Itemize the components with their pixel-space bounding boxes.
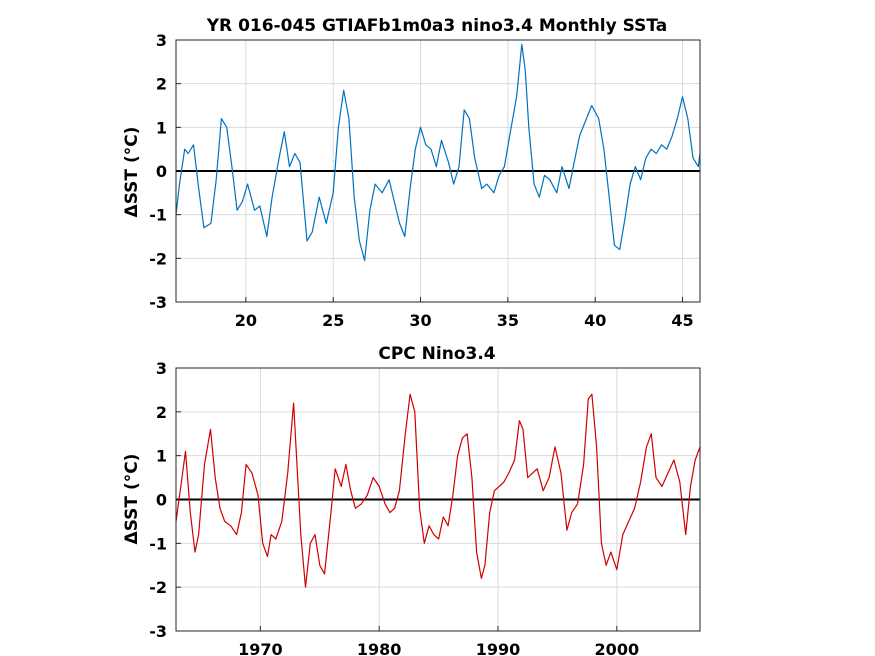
x-tick-labels: 1970 1980 1990 2000 — [238, 640, 639, 656]
y-tick-labels: -3 -2 -1 0 1 2 3 — [149, 31, 167, 312]
x-tick-label: 40 — [584, 311, 606, 330]
plot-frame — [175, 367, 701, 632]
y-tick-label: 0 — [156, 491, 167, 510]
y-tick-label: -2 — [149, 578, 167, 597]
y-tick-labels: -3 -2 -1 0 1 2 3 — [149, 359, 167, 641]
y-tick-label: 1 — [156, 447, 167, 466]
x-tick-label: 1990 — [476, 640, 521, 656]
x-tick-label: 30 — [409, 311, 431, 330]
x-tick-label: 2000 — [595, 640, 640, 656]
x-tick-label: 25 — [322, 311, 344, 330]
chart-title: YR 016-045 GTIAFb1m0a3 nino3.4 Monthly S… — [206, 16, 667, 36]
y-tick-label: -3 — [149, 293, 167, 312]
y-tick-label: 3 — [156, 359, 167, 378]
series-layer — [175, 43, 701, 262]
x-tick-labels: 20 25 30 35 40 45 — [235, 311, 694, 330]
series-line — [175, 393, 701, 588]
y-axis-label: ΔSST (°C) — [122, 454, 142, 545]
x-tick-label: 1980 — [357, 640, 402, 656]
panel-model-nino34: YR 016-045 GTIAFb1m0a3 nino3.4 Monthly S… — [122, 16, 701, 330]
x-tick-label: 45 — [671, 311, 693, 330]
y-tick-label: -2 — [149, 249, 167, 268]
plot-frame — [175, 39, 701, 303]
y-tick-label: 2 — [156, 75, 167, 94]
y-tick-label: -1 — [149, 534, 167, 553]
chart-title: CPC Nino3.4 — [378, 344, 495, 364]
y-axis-label: ΔSST (°C) — [122, 127, 142, 218]
x-tick-label: 20 — [235, 311, 257, 330]
y-tick-label: 0 — [156, 162, 167, 181]
y-tick-label: 3 — [156, 31, 167, 50]
y-tick-label: 1 — [156, 118, 167, 137]
series-line — [175, 43, 701, 262]
x-tick-label: 35 — [497, 311, 519, 330]
series-layer — [175, 393, 701, 588]
panel-cpc-nino34: CPC Nino3.4 ΔSST (°C) 1970 1980 1990 2000 -… — [122, 344, 701, 656]
y-tick-label: -1 — [149, 206, 167, 225]
y-tick-label: 2 — [156, 403, 167, 422]
y-tick-label: -3 — [149, 622, 167, 641]
x-tick-label: 1970 — [238, 640, 283, 656]
